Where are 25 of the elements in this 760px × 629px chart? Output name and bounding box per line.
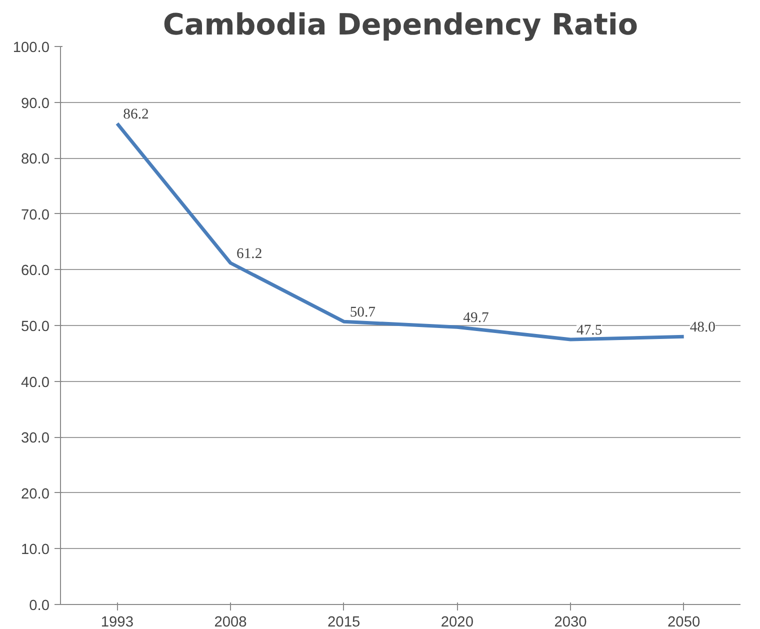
y-tick-label: 90.0 xyxy=(20,96,50,112)
data-label: 47.5 xyxy=(576,322,602,338)
y-tick-label: 0.0 xyxy=(29,598,50,614)
data-label: 50.7 xyxy=(350,304,376,321)
y-tick-label: 40.0 xyxy=(20,374,50,391)
y-tick-label: 80.0 xyxy=(20,152,50,168)
y-tick-label: 70.0 xyxy=(20,207,50,224)
x-tick-label: 2030 xyxy=(554,614,587,629)
y-tick-label: 10.0 xyxy=(20,542,50,558)
data-label: 61.2 xyxy=(236,246,262,262)
y-tick-label: 50.0 xyxy=(20,319,50,335)
y-tick-label: 60.0 xyxy=(20,263,50,280)
data-label: 49.7 xyxy=(463,310,489,326)
y-tick-label: 30.0 xyxy=(20,430,50,447)
data-label: 86.2 xyxy=(123,106,149,123)
y-tick-label: 100.0 xyxy=(12,40,50,56)
y-tick-label: 20.0 xyxy=(20,486,50,502)
chart-title: Cambodia Dependency Ratio xyxy=(162,8,638,42)
x-tick-label: 1993 xyxy=(100,614,134,629)
x-tick-label: 2008 xyxy=(214,614,247,629)
x-tick-label: 2050 xyxy=(668,614,700,629)
line-series xyxy=(115,122,686,342)
x-tick-label: 2020 xyxy=(440,614,474,629)
data-label: 48.0 xyxy=(690,320,716,336)
x-tick-label: 2015 xyxy=(328,614,360,629)
